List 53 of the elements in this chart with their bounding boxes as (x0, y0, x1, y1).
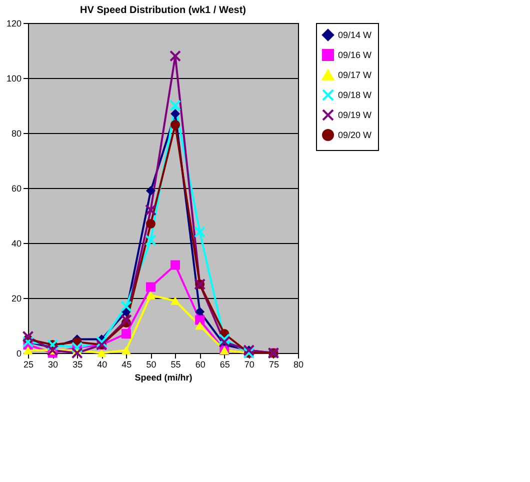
point (146, 282, 156, 292)
point (121, 329, 131, 338)
legend-label: 09/19 W (338, 110, 372, 120)
legend-label: 09/20 W (338, 130, 372, 140)
point (146, 219, 156, 228)
point (218, 334, 230, 345)
x-tick-label: 40 (97, 360, 108, 370)
x-tick-label: 65 (220, 360, 230, 370)
x-tick-label: 25 (23, 360, 34, 370)
y-tick-label: 20 (11, 294, 22, 304)
legend-label: 09/16 W (338, 50, 372, 60)
point (96, 348, 106, 358)
chart-title: HV Speed Distribution (wk1 / West) (80, 5, 246, 16)
point (96, 336, 108, 348)
point (170, 260, 180, 270)
point (195, 321, 205, 330)
x-tick-label: 70 (244, 360, 254, 370)
legend-label: 09/18 W (338, 90, 372, 100)
point (144, 234, 156, 246)
legend-label: 09/14 W (338, 30, 372, 40)
x-tick-label: 50 (146, 360, 156, 370)
x-axis-title: Speed (mi/hr) (134, 372, 192, 382)
point (120, 300, 132, 312)
y-tick-label: 120 (6, 18, 22, 28)
point (170, 109, 180, 118)
y-tick-label: 100 (6, 74, 22, 84)
legend-label: 09/17 W (338, 70, 372, 80)
x-tick-label: 75 (268, 360, 279, 370)
point (170, 50, 182, 62)
point (22, 330, 34, 342)
x-tick-label: 60 (195, 360, 206, 370)
x-tick-label: 45 (122, 360, 132, 370)
x-tick-label: 30 (48, 360, 58, 370)
point (120, 314, 132, 326)
point (121, 346, 131, 354)
point (170, 120, 180, 130)
y-tick-label: 40 (11, 238, 22, 248)
point (218, 336, 230, 348)
point (170, 100, 182, 112)
point (146, 291, 156, 300)
x-tick-label: 35 (72, 360, 83, 370)
y-tick-label: 60 (11, 184, 22, 194)
point (170, 296, 180, 305)
point (71, 347, 83, 359)
point (146, 186, 156, 196)
x-tick-label: 55 (170, 360, 181, 370)
point (121, 307, 131, 316)
y-tick-label: 80 (11, 128, 22, 138)
point (195, 307, 205, 316)
point (194, 226, 206, 238)
point (144, 204, 156, 216)
x-tick-label: 80 (293, 360, 304, 370)
y-tick-label: 0 (16, 348, 22, 358)
